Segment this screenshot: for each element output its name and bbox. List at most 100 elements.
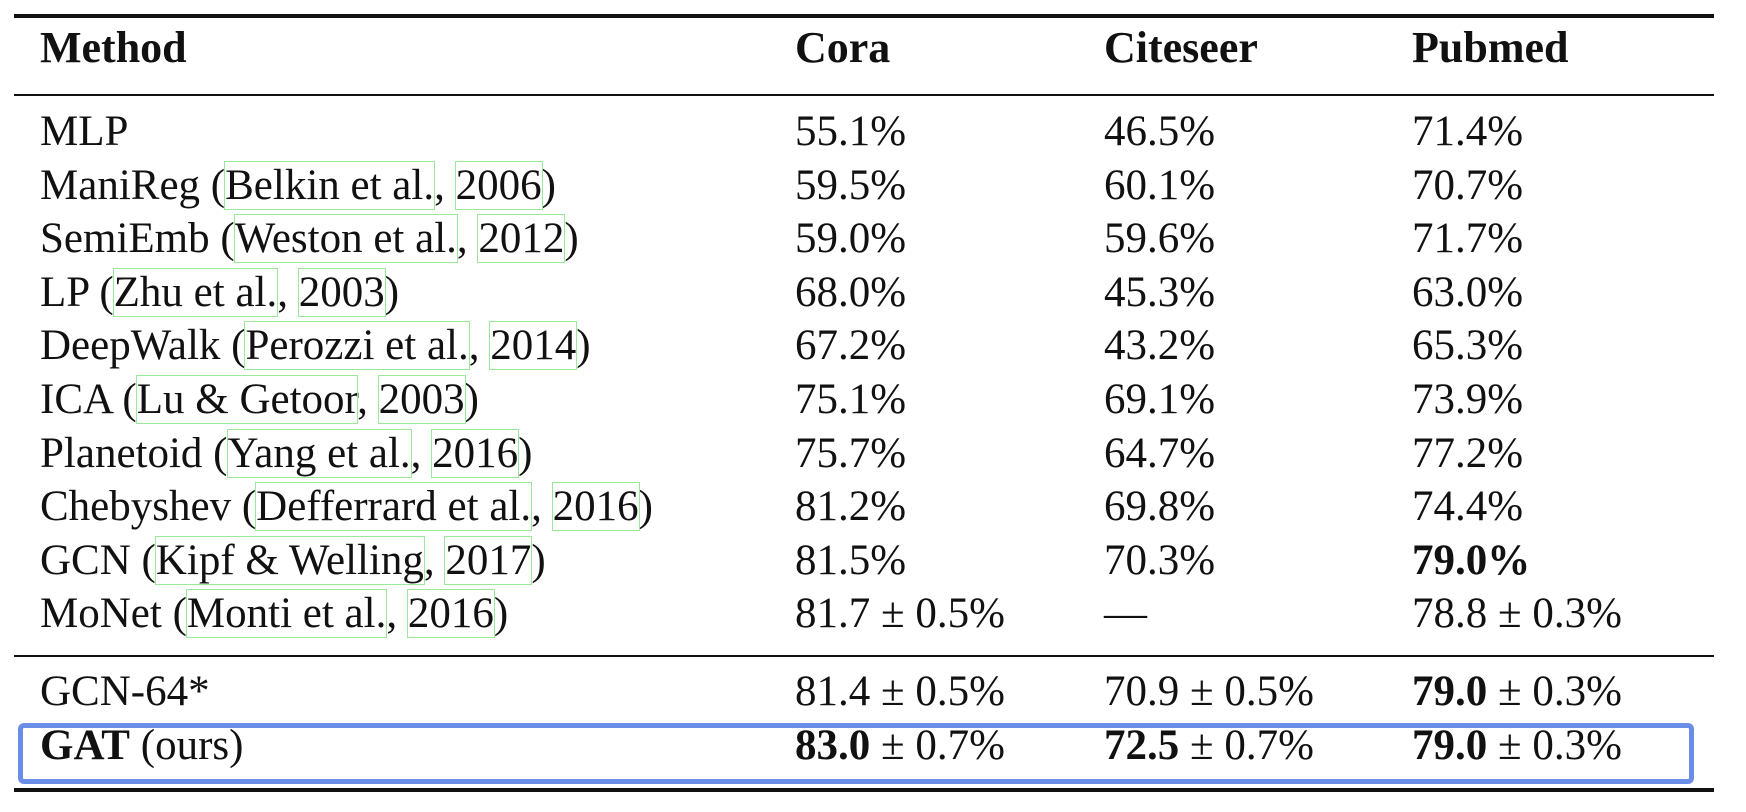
citation-year-link[interactable]: 2016 [431,429,520,478]
citation-close: ) [541,162,556,209]
method-name: MoNet ( [40,590,187,637]
citation-year-link[interactable]: 2014 [489,321,578,370]
pubmed-cell: 71.4% [1412,108,1523,156]
citation-author-link[interactable]: Kipf & Welling [154,536,425,585]
citation-author-link[interactable]: Belkin et al. [224,161,436,210]
method-cell: GCN-64* [40,668,210,716]
citation-author-link[interactable]: Perozzi et al. [244,321,470,370]
pubmed-std: ± 0.3% [1487,722,1622,769]
top-rule [14,14,1714,18]
pubmed-mean: 79.0 [1412,668,1488,715]
cora-cell: 55.1% [795,108,906,156]
method-cell: MLP [40,108,128,156]
header-rule [14,94,1714,96]
citation-author-link[interactable]: Yang et al. [226,429,412,478]
cora-value: 67.2% [795,322,907,369]
method-cell: LP (Zhu et al., 2003) [40,268,399,317]
citeseer-cell: 64.7% [1104,430,1215,478]
citeseer-cell: 70.9 ± 0.5% [1104,668,1314,716]
pubmed-cell: 73.9% [1412,376,1523,424]
citeseer-value: 69.1% [1104,376,1216,423]
citeseer-value: — [1104,590,1147,637]
citation-year-link[interactable]: 2006 [454,161,543,210]
citation-year-link[interactable]: 2016 [406,589,495,638]
method-cell: GAT (ours) [40,722,243,770]
citeseer-value: 46.5% [1104,108,1216,155]
pubmed-value: 65.3% [1412,322,1524,369]
cora-cell: 68.0% [795,269,906,317]
citation-author-link[interactable]: Defferrard et al. [255,482,533,531]
pubmed-cell: 79.0% [1412,537,1530,585]
cora-value: 59.0% [795,215,907,262]
citation-year-link[interactable]: 2012 [477,214,566,263]
citeseer-mean: 72.5 [1104,722,1180,769]
method-cell: ICA (Lu & Getoor, 2003) [40,375,479,424]
cora-cell: 81.5% [795,537,906,585]
citation-separator: , [423,537,446,584]
cora-cell: 75.1% [795,376,906,424]
citation-author-link[interactable]: Weston et al. [233,214,458,263]
cora-value: 68.0% [795,269,907,316]
pubmed-value: 78.8 ± 0.3% [1412,590,1622,637]
citation-separator: , [386,590,408,637]
citeseer-cell: 70.3% [1104,537,1215,585]
citation-separator: , [456,215,479,262]
cora-cell: 67.2% [795,322,906,370]
citeseer-value: 59.6% [1104,215,1216,262]
pubmed-cell: 65.3% [1412,322,1523,370]
method-name-bold: GAT [40,722,130,769]
method-cell: SemiEmb (Weston et al., 2012) [40,214,579,263]
citeseer-cell: 43.2% [1104,322,1215,370]
header-cora: Cora [795,23,891,72]
citation-author-link[interactable]: Monti et al. [185,589,388,638]
citation-close: ) [576,322,591,369]
citation-author-link[interactable]: Lu & Getoor [135,375,359,424]
citation-year-link[interactable]: 2003 [297,268,386,317]
cora-cell: 83.0 ± 0.7% [795,722,1005,770]
citeseer-mean: 70.9 [1104,668,1180,715]
citation-year-link[interactable]: 2003 [377,375,466,424]
citation-separator: , [468,322,491,369]
cora-cell: 81.7 ± 0.5% [795,590,1005,638]
citation-separator: , [434,162,456,209]
cora-value: 55.1% [795,108,907,155]
pubmed-value: 77.2% [1412,430,1524,477]
mid-rule [14,655,1714,657]
citation-author-link[interactable]: Zhu et al. [112,268,279,317]
cora-value: 81.2% [795,483,907,530]
citation-separator: , [531,483,553,530]
cora-cell: 81.4 ± 0.5% [795,668,1005,716]
pubmed-std: ± 0.3% [1487,668,1622,715]
citation-close: ) [464,376,479,423]
method-cell: GCN (Kipf & Welling, 2017) [40,536,546,585]
citation-close: ) [493,590,509,637]
cora-value: 81.5% [795,537,907,584]
citeseer-cell: 46.5% [1104,108,1215,156]
method-name: ICA ( [40,376,137,423]
method-name: ManiReg ( [40,162,226,209]
citeseer-cell: 60.1% [1104,162,1215,210]
citeseer-std: ± 0.5% [1179,668,1314,715]
cora-value: 81.7 ± 0.5% [795,590,1005,637]
cora-mean: 81.4 [795,668,871,715]
header-method: Method [40,23,187,72]
citeseer-value: 43.2% [1104,322,1216,369]
citation-year-link[interactable]: 2017 [444,536,533,585]
citeseer-cell: 69.8% [1104,483,1215,531]
method-name: GCN-64* [40,668,210,715]
gat-row-highlight [18,723,1694,784]
pubmed-cell: 77.2% [1412,430,1523,478]
method-cell: Planetoid (Yang et al., 2016) [40,429,532,478]
cora-value: 75.1% [795,376,907,423]
method-name: (ours) [130,722,244,769]
pubmed-cell: 74.4% [1412,483,1523,531]
citation-year-link[interactable]: 2016 [551,482,640,531]
pubmed-value: 79.0% [1412,537,1531,584]
pubmed-value: 73.9% [1412,376,1524,423]
cora-std: ± 0.5% [870,668,1005,715]
cora-std: ± 0.7% [870,722,1005,769]
pubmed-cell: 63.0% [1412,269,1523,317]
cora-cell: 75.7% [795,430,906,478]
citeseer-value: 60.1% [1104,162,1216,209]
pubmed-cell: 79.0 ± 0.3% [1412,668,1622,716]
